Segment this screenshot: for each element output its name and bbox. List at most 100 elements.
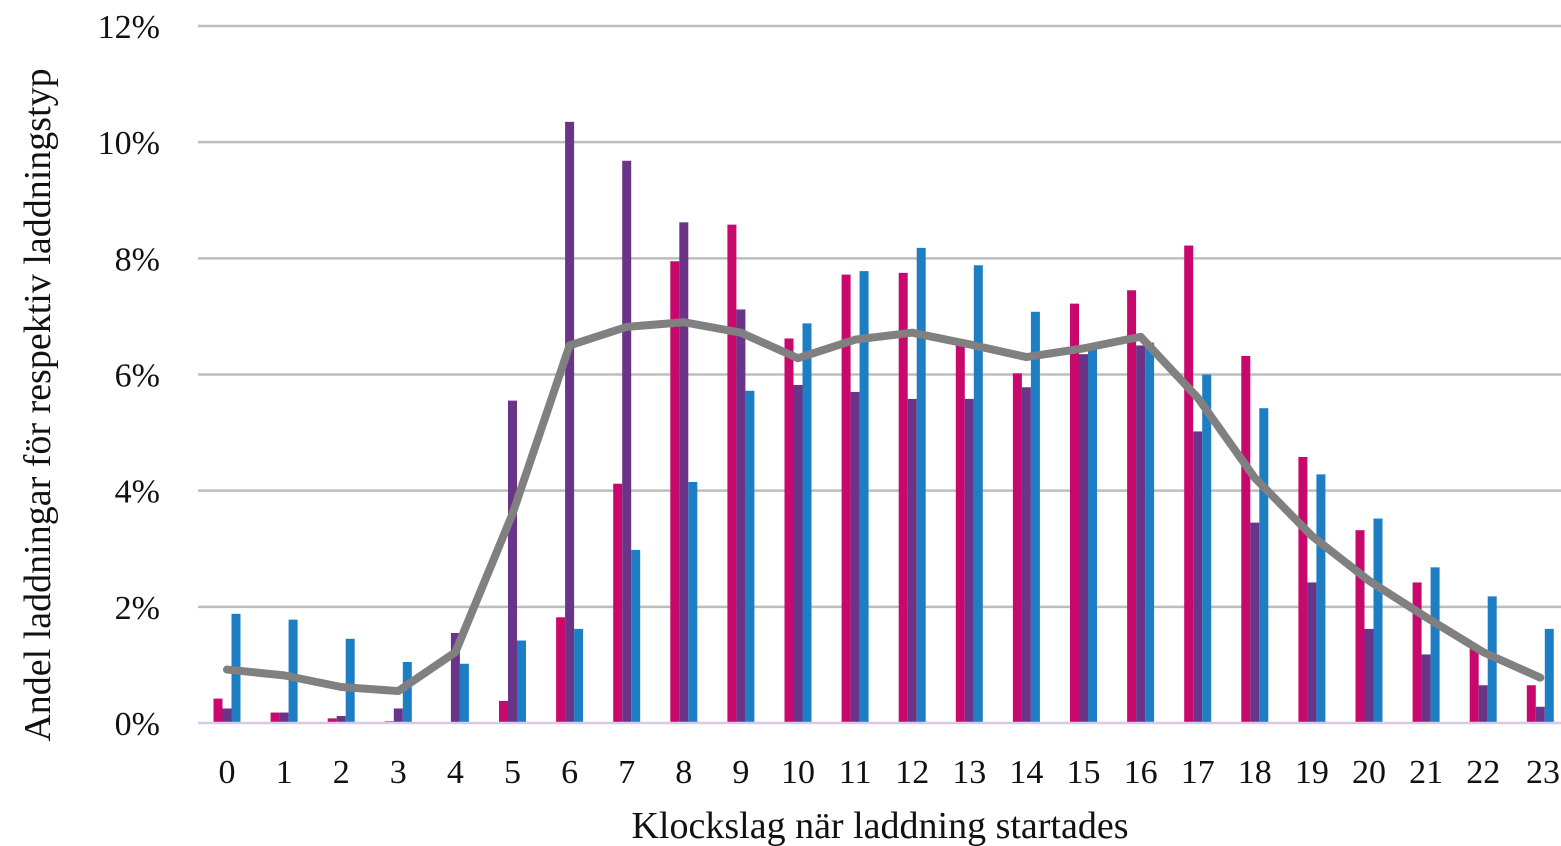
y-tick-label: 6%	[115, 358, 160, 395]
x-tick-label: 8	[675, 754, 692, 791]
y-tick-label: 12%	[98, 9, 160, 46]
bar	[631, 549, 641, 723]
bar	[1373, 518, 1383, 723]
bar	[898, 272, 908, 723]
bar	[916, 247, 926, 723]
bar	[1316, 474, 1326, 723]
bar	[1421, 654, 1431, 723]
bar	[574, 628, 584, 723]
x-tick-label: 22	[1466, 754, 1500, 791]
x-tick-label: 6	[561, 754, 578, 791]
x-tick-label: 16	[1124, 754, 1158, 791]
bar	[1544, 628, 1554, 723]
bar	[270, 712, 280, 723]
bar	[1250, 522, 1260, 723]
bar	[1021, 387, 1031, 723]
bar	[802, 323, 812, 723]
bar	[345, 638, 355, 723]
x-tick-label: 2	[333, 754, 350, 791]
y-tick-labels: 0% 2% 4% 6% 8% 10% 12%	[98, 9, 160, 743]
bar	[784, 338, 794, 723]
x-tick-label: 19	[1295, 754, 1329, 791]
bar	[1012, 373, 1022, 723]
bar	[556, 617, 566, 723]
y-tick-label: 2%	[115, 590, 160, 627]
bar	[622, 160, 632, 724]
average-line	[223, 318, 1545, 696]
bar	[1127, 290, 1137, 723]
bar	[688, 481, 698, 723]
y-tick-label: 8%	[115, 241, 160, 278]
bar	[964, 398, 974, 723]
bar	[393, 708, 403, 723]
line-series	[223, 318, 1545, 696]
bar	[1202, 374, 1212, 723]
y-tick-label: 10%	[98, 125, 160, 162]
bar	[1478, 685, 1488, 723]
bar	[727, 224, 737, 723]
bar	[1136, 345, 1146, 723]
bar	[1145, 342, 1155, 723]
bar	[1412, 582, 1422, 723]
bar	[1241, 355, 1251, 723]
bar	[973, 265, 983, 723]
x-tick-label: 0	[219, 754, 236, 791]
x-axis-title: Klockslag när laddning startades	[631, 805, 1128, 846]
x-tick-label: 4	[447, 754, 464, 791]
bar	[1430, 567, 1440, 723]
x-tick-label: 3	[390, 754, 407, 791]
x-tick-label: 1	[276, 754, 293, 791]
bar	[907, 398, 917, 723]
y-tick-label: 0%	[115, 706, 160, 743]
x-tick-label: 9	[732, 754, 749, 791]
bar	[1307, 582, 1317, 723]
bar	[841, 274, 851, 723]
x-tick-label: 13	[952, 754, 986, 791]
bar	[679, 222, 689, 724]
x-tick-label: 7	[618, 754, 635, 791]
x-tick-label: 17	[1181, 754, 1215, 791]
bars	[213, 121, 1554, 724]
bar	[450, 632, 460, 723]
y-axis-title: Andel laddningar för respektiv laddnings…	[17, 68, 59, 741]
bar	[1193, 431, 1203, 723]
bar	[402, 662, 412, 723]
x-tick-label: 10	[781, 754, 815, 791]
bar	[499, 700, 508, 723]
x-tick-label: 15	[1067, 754, 1101, 791]
x-tick-label: 23	[1526, 754, 1560, 791]
bar	[508, 400, 517, 723]
x-tick-labels: 0 1 2 3 4 5 6 7 8 9 10 11 12 13 14 15 16 17 18 19 20 21 22 23	[219, 754, 1561, 791]
bar	[736, 309, 746, 723]
y-tick-label: 4%	[115, 474, 160, 511]
bar	[745, 390, 755, 723]
bar	[670, 261, 680, 723]
bar	[850, 391, 860, 723]
x-tick-label: 14	[1009, 754, 1043, 791]
gridlines	[198, 24, 1561, 609]
bar	[565, 121, 575, 723]
x-tick-label: 20	[1352, 754, 1386, 791]
bar	[288, 619, 298, 723]
x-tick-label: 5	[504, 754, 521, 791]
bar	[859, 271, 869, 723]
bar	[613, 483, 623, 723]
bar	[517, 640, 526, 723]
bar	[1070, 303, 1079, 723]
bar	[1526, 685, 1536, 723]
bar	[793, 384, 803, 723]
bar	[1355, 530, 1365, 723]
bar	[1469, 648, 1479, 723]
bar	[1030, 311, 1040, 723]
bar	[279, 712, 289, 723]
bar	[1088, 348, 1097, 723]
bar	[213, 698, 223, 723]
x-tick-label: 21	[1409, 754, 1443, 791]
bar	[336, 716, 346, 723]
x-tick-label: 18	[1238, 754, 1272, 791]
bar	[222, 708, 232, 723]
bar	[459, 663, 469, 723]
bar	[1364, 628, 1374, 723]
bar	[1535, 706, 1545, 723]
